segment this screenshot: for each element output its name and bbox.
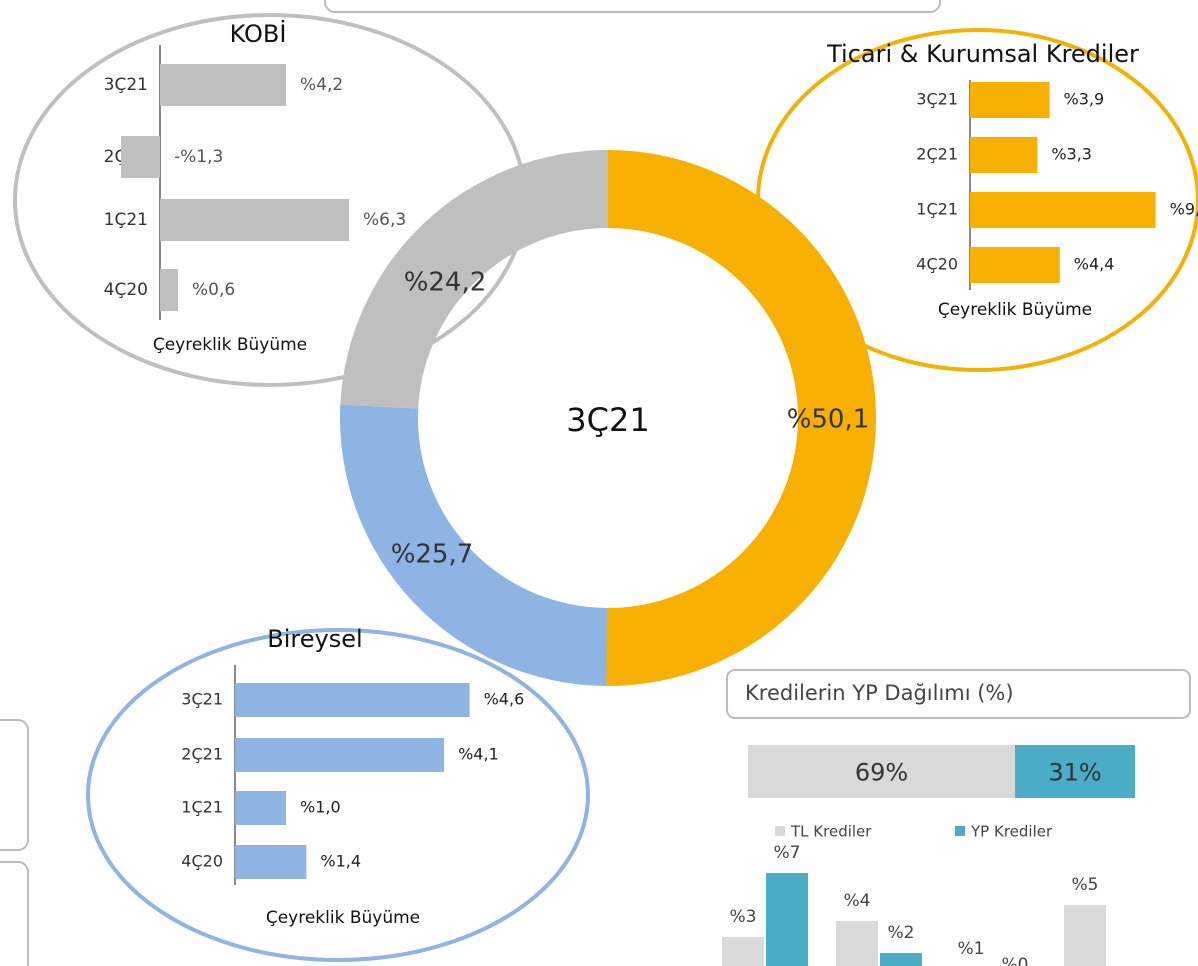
value-label: %4,2	[300, 75, 343, 95]
bar	[880, 953, 922, 966]
side-box	[0, 719, 29, 851]
axis-label: Çeyreklik Büyüme	[938, 300, 1092, 320]
bar	[235, 845, 307, 879]
bar	[970, 82, 1050, 118]
value-label: -%1,3	[174, 147, 223, 167]
category-label: 4Ç20	[916, 255, 958, 274]
category-label: 3Ç21	[181, 690, 223, 709]
legend-label: YP Krediler	[970, 823, 1053, 841]
bar	[970, 192, 1156, 228]
category-label: 1Ç21	[916, 200, 958, 219]
legend-label: TL Krediler	[790, 823, 872, 841]
value-label: %1,0	[300, 798, 341, 817]
category-label: 3Ç21	[916, 90, 958, 109]
category-label: 3Ç21	[104, 75, 148, 95]
value-label: %9,1	[1170, 200, 1198, 219]
value-label: %24,2	[404, 268, 487, 298]
chart-title: Bireysel	[267, 625, 362, 653]
chart-title: Ticari & Kurumsal Krediler	[826, 40, 1139, 68]
bar-segment	[1015, 745, 1135, 798]
center-label: 3Ç21	[566, 401, 649, 439]
title-box	[726, 669, 1191, 719]
bar	[722, 937, 764, 966]
value-label: %2	[888, 923, 915, 943]
side-box	[0, 861, 29, 966]
donut-segment	[606, 150, 877, 686]
chart-title: Kredilerin YP Dağılımı (%)	[745, 681, 1014, 705]
value-label: %4,4	[1074, 255, 1115, 274]
bar	[160, 269, 178, 311]
value-label: %0,6	[192, 280, 235, 300]
value-label: %4,1	[458, 745, 499, 764]
category-label: 4Ç20	[104, 280, 148, 300]
bar	[235, 738, 445, 772]
value-label: %4,6	[484, 690, 525, 709]
category-label: 2Ç21	[916, 145, 958, 164]
legend-swatch	[775, 826, 785, 836]
bar	[160, 199, 349, 241]
value-label: 69%	[855, 759, 908, 787]
donut-segment	[340, 404, 607, 686]
bar	[970, 247, 1060, 283]
value-label: %1,4	[320, 852, 361, 871]
chart-title: KOBİ	[230, 19, 287, 48]
legend-swatch	[955, 826, 965, 836]
category-label: 1Ç21	[181, 798, 223, 817]
bar	[1064, 905, 1106, 966]
top-box	[324, 0, 941, 13]
value-label: %3,3	[1051, 145, 1092, 164]
axis-label: Çeyreklik Büyüme	[153, 335, 307, 355]
axis-label: Çeyreklik Büyüme	[266, 908, 420, 928]
category-label: 4Ç20	[181, 852, 223, 871]
value-label: %3,9	[1064, 90, 1105, 109]
category-label: 1Ç21	[104, 210, 148, 230]
value-label: %50,1	[787, 405, 870, 435]
value-label: %3	[730, 907, 757, 927]
value-label: %5	[1072, 875, 1099, 895]
value-label: %25,7	[391, 540, 474, 570]
value-label: %4	[844, 891, 871, 911]
bar	[160, 64, 286, 106]
value-label: %1	[958, 939, 985, 959]
bar	[121, 136, 160, 178]
value-label: %0	[1002, 955, 1029, 966]
value-label: %7	[774, 843, 801, 863]
bar	[836, 921, 878, 966]
category-label: 2Ç21	[181, 745, 223, 764]
bar	[235, 683, 470, 717]
bar-segment	[748, 745, 1016, 798]
bar	[766, 873, 808, 966]
bar	[235, 791, 286, 825]
donut-segment	[340, 150, 608, 409]
value-label: 31%	[1048, 759, 1101, 787]
bar	[970, 137, 1038, 173]
value-label: %6,3	[363, 210, 406, 230]
